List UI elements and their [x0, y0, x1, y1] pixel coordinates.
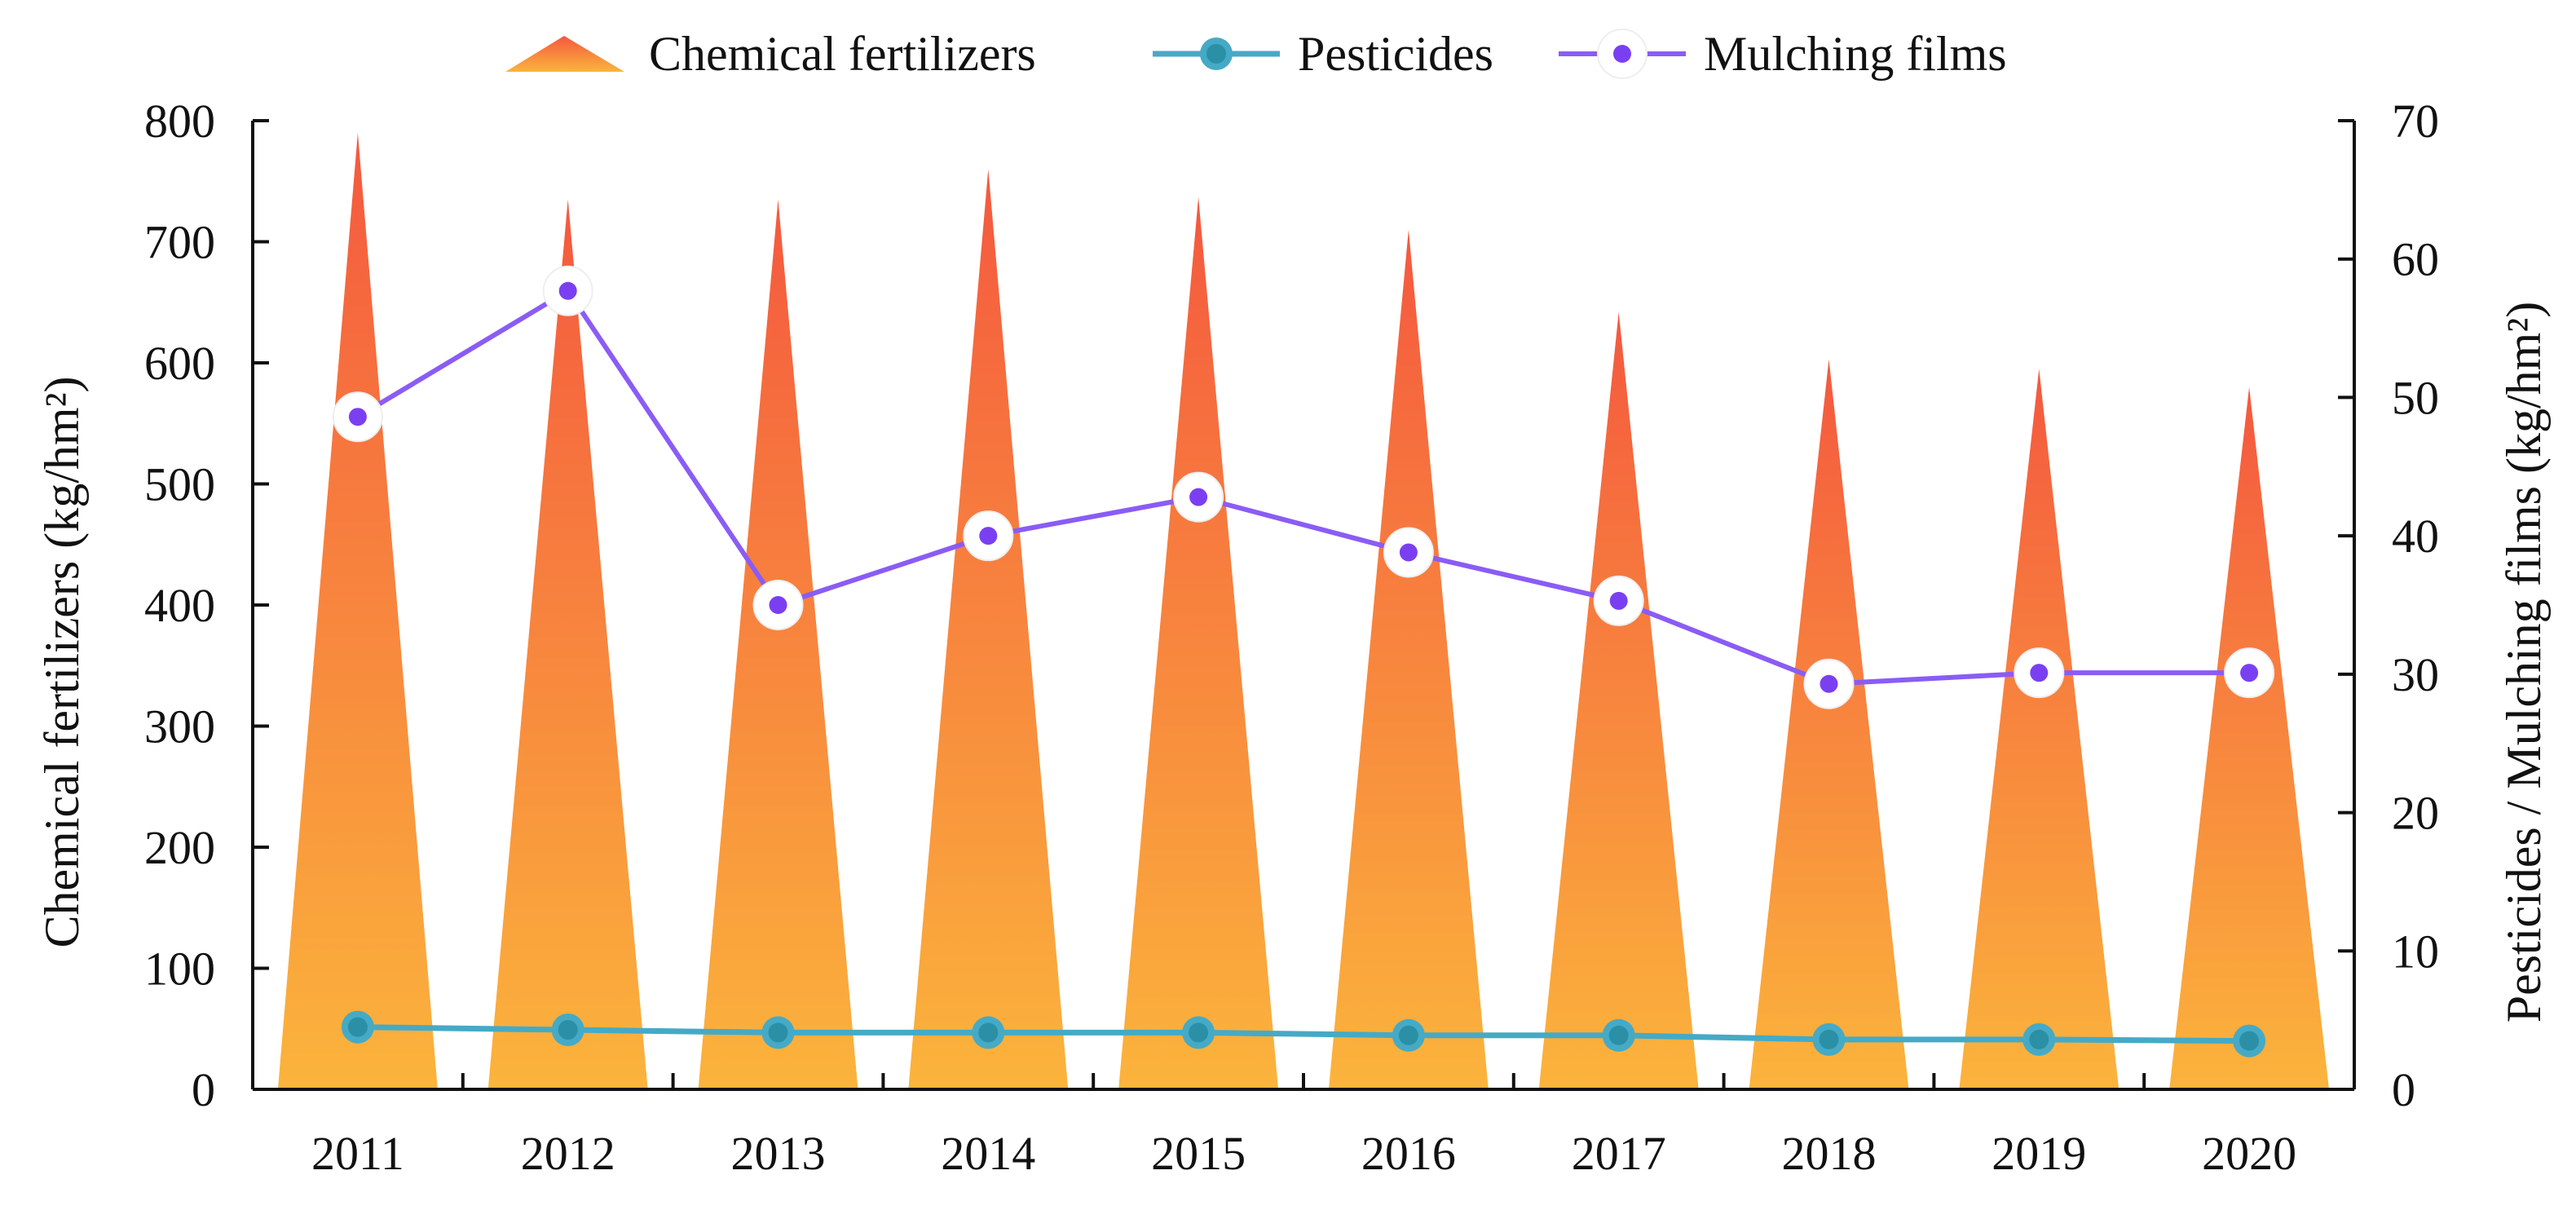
pesticides-point-2012	[558, 1020, 578, 1040]
pesticides-point-2018	[1819, 1029, 1839, 1049]
right-tick-label: 70	[2392, 95, 2439, 148]
right-tick-label: 50	[2392, 371, 2439, 424]
x-tick-label: 2018	[1782, 1127, 1877, 1180]
mulching-point-2013	[769, 596, 787, 614]
mulching-point-2012	[558, 281, 577, 300]
x-tick-label: 2015	[1151, 1127, 1246, 1180]
pesticides-line	[357, 1024, 2250, 1045]
mulching-point-2019	[2030, 664, 2049, 682]
fertilizer-triangle-2014	[908, 169, 1069, 1089]
mulching-point-2018	[1820, 674, 1838, 693]
left-tick-label: 0	[192, 1063, 215, 1116]
left-tick-label: 300	[144, 700, 215, 753]
left-tick-label: 400	[144, 579, 215, 632]
axes: 0 100 200 300 400 500 600 700 800 0 10 20 30 40 50 60 70…	[35, 95, 2551, 1180]
right-tick-label: 20	[2392, 787, 2439, 840]
x-tick-label: 2011	[311, 1127, 404, 1180]
legend-pesticides-marker	[1206, 44, 1226, 64]
plot-area	[277, 132, 2330, 1090]
fertilizer-triangle-2013	[698, 199, 858, 1089]
legend-label-mulching: Mulching films	[1704, 27, 2007, 81]
mulching-point-2016	[1399, 543, 1418, 562]
x-tick-label: 2019	[1992, 1127, 2086, 1180]
right-tick-label: 0	[2392, 1063, 2415, 1116]
legend-fertilizer-icon	[505, 36, 624, 72]
left-tick-label: 200	[144, 821, 215, 874]
fertilizer-triangle-2012	[487, 199, 648, 1089]
pesticides-point-2019	[2029, 1029, 2049, 1049]
mulching-point-2014	[979, 527, 998, 545]
mulching-point-2015	[1189, 488, 1208, 506]
legend-label-pesticides: Pesticides	[1298, 27, 1493, 81]
pesticides-point-2015	[1189, 1022, 1209, 1043]
left-tick-label: 800	[144, 95, 215, 148]
x-tick-label: 2017	[1572, 1127, 1666, 1180]
mulching-point-2017	[1609, 591, 1628, 610]
mulching-point-2011	[348, 408, 367, 426]
x-tick-label: 2020	[2202, 1127, 2296, 1180]
pesticides-point-2020	[2239, 1031, 2260, 1051]
left-tick-label: 100	[144, 943, 215, 996]
right-tick-label: 60	[2392, 233, 2439, 286]
pesticides-point-2011	[347, 1017, 368, 1037]
legend: Chemical fertilizers Pesticides Mulching f…	[505, 27, 2007, 81]
fertilizer-triangle-2011	[277, 132, 438, 1090]
mulching-point-2020	[2240, 664, 2259, 682]
fertilizer-triangle-2020	[2169, 386, 2330, 1089]
legend-mulching-marker	[1613, 45, 1631, 63]
left-axis-title: Chemical fertilizers (kg/hm²)	[35, 376, 89, 947]
fertilizer-triangle-2017	[1538, 311, 1699, 1089]
pesticides-point-2017	[1608, 1025, 1629, 1045]
right-tick-label: 40	[2392, 510, 2439, 563]
left-tick-label: 600	[144, 337, 215, 390]
legend-label-fertilizers: Chemical fertilizers	[649, 27, 1036, 81]
fertilizer-triangle-2015	[1118, 197, 1279, 1090]
x-tick-label: 2012	[521, 1127, 615, 1180]
left-tick-label: 500	[144, 458, 215, 511]
right-tick-label: 30	[2392, 648, 2439, 701]
pesticides-point-2016	[1398, 1025, 1418, 1045]
right-tick-label: 10	[2392, 925, 2439, 978]
pesticides-point-2013	[768, 1022, 788, 1043]
x-tick-label: 2014	[941, 1127, 1035, 1180]
mulching-line	[356, 288, 2250, 687]
x-tick-label: 2016	[1361, 1127, 1456, 1180]
right-axis-title: Pesticides / Mulching films (kg/hm²)	[2497, 302, 2551, 1023]
fertilizer-triangle-2018	[1749, 359, 1909, 1089]
fertilizer-triangle-2016	[1328, 229, 1489, 1089]
fertilizer-triangle-2019	[1959, 369, 2119, 1089]
left-tick-label: 700	[144, 216, 215, 269]
x-tick-label: 2013	[731, 1127, 826, 1180]
pesticides-point-2014	[978, 1022, 999, 1043]
